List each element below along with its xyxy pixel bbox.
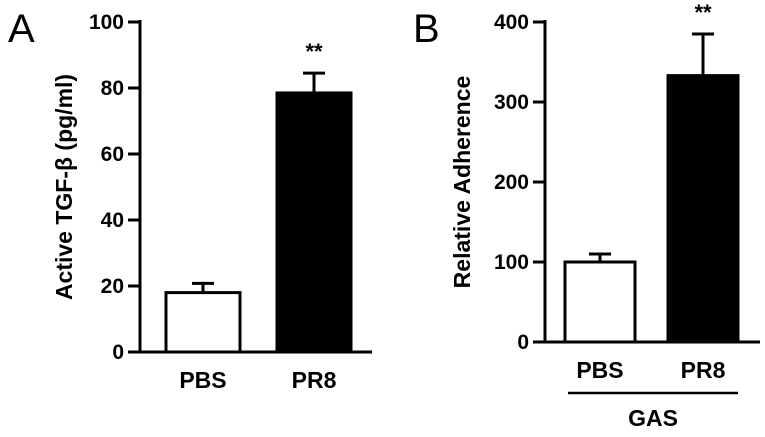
panel-b-y-tick-label: 200: [494, 171, 529, 194]
chart-panel-b: B Relative Adherence 0 100 200 300 400 PBS ** P…: [413, 0, 760, 431]
panel-a-significance-label: **: [305, 39, 323, 64]
panel-a-letter: A: [8, 7, 35, 51]
panel-a-category-label-pr8: PR8: [292, 367, 337, 393]
panel-b-significance-label: **: [694, 0, 712, 25]
panel-a-y-tick-label: 100: [89, 11, 124, 34]
panel-b-category-label-pr8: PR8: [681, 357, 726, 383]
panel-b-y-tick-label: 0: [517, 331, 529, 354]
panel-b-letter: B: [413, 7, 440, 51]
panel-b-category-label-pbs: PBS: [576, 357, 623, 383]
panel-b-group-label: GAS: [628, 405, 678, 431]
panel-a-y-axis-title: Active TGF-β (pg/ml): [51, 74, 77, 300]
panel-a-y-tick-label: 60: [101, 143, 124, 166]
panel-a-y-tick-label: 80: [101, 77, 124, 100]
panel-b-bar-pbs: [563, 260, 637, 344]
panel-a-y-tick-label: 0: [112, 341, 124, 364]
panel-b-y-tick-label: 400: [494, 11, 529, 34]
panel-a-bar-pr8: [275, 91, 353, 354]
panel-a-category-label-pbs: PBS: [179, 367, 226, 393]
panel-b-bar-pr8: [666, 74, 740, 344]
panel-b-y-axis-title: Relative Adherence: [449, 76, 475, 289]
panel-a-bar-pbs: [164, 291, 242, 354]
chart-panel-a: A Active TGF-β (pg/ml) 0 20 40 60 80 100 PBS **…: [8, 7, 372, 393]
panel-b-y-tick-label: 300: [494, 91, 529, 114]
panel-a-y-tick-label: 20: [101, 275, 124, 298]
panel-b-y-tick-label: 100: [494, 251, 529, 274]
panel-a-y-tick-label: 40: [101, 209, 124, 232]
